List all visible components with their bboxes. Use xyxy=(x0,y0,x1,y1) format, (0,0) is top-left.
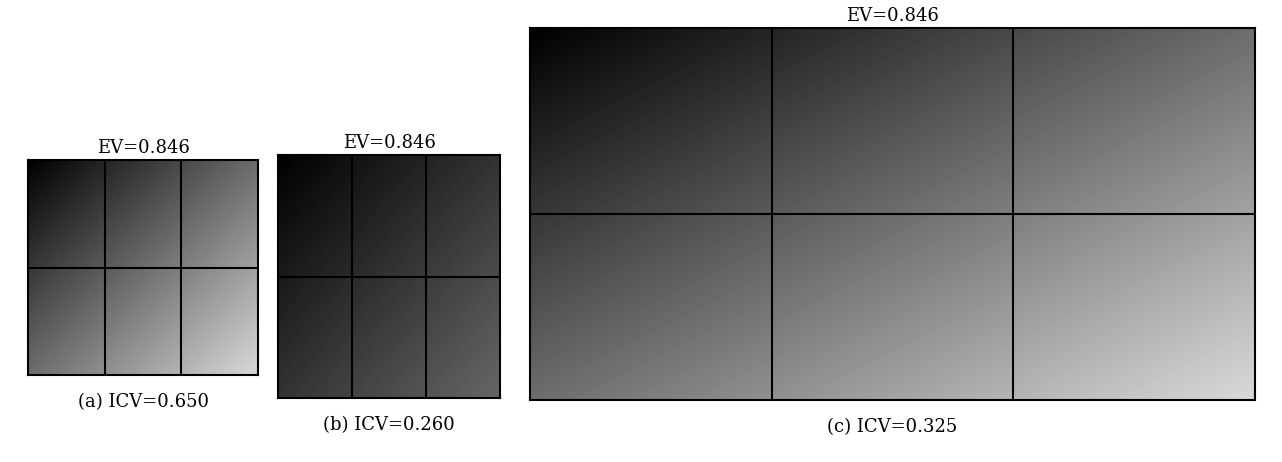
Text: (b) ICV=0.260: (b) ICV=0.260 xyxy=(323,416,455,434)
Text: (c) ICV=0.325: (c) ICV=0.325 xyxy=(827,418,958,436)
Title: EV=0.846: EV=0.846 xyxy=(96,139,190,157)
Text: (a) ICV=0.650: (a) ICV=0.650 xyxy=(77,393,209,411)
Title: EV=0.846: EV=0.846 xyxy=(342,134,436,152)
Title: EV=0.846: EV=0.846 xyxy=(846,7,938,25)
